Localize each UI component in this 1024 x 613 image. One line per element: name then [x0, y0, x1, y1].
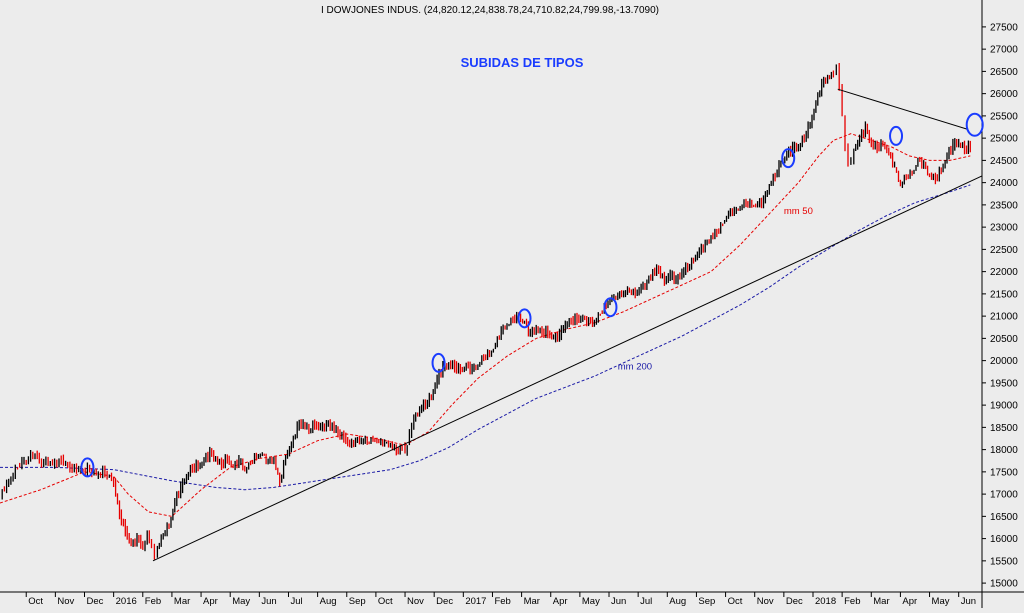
y-tick-label: 24000 [990, 178, 1018, 189]
y-tick-label: 26000 [990, 89, 1018, 100]
y-tick-label: 25000 [990, 134, 1018, 145]
x-tick-label: Dec [436, 596, 453, 607]
x-tick-label: Feb [494, 596, 510, 607]
y-tick-label: 20500 [990, 334, 1018, 345]
chart-labels: mm 50 mm 200 [618, 206, 813, 373]
series-lines [0, 133, 971, 517]
x-tick-label: Sep [698, 596, 715, 607]
rate-hike-circle [965, 112, 984, 137]
x-tick-label: Oct [728, 596, 743, 607]
rate-hike-circle [889, 125, 904, 146]
x-tick-label: Sep [349, 596, 366, 607]
x-tick-label: Feb [145, 596, 161, 607]
x-tick-label: May [932, 596, 950, 607]
y-tick-label: 21000 [990, 312, 1018, 323]
rate-hike-circle [80, 457, 95, 478]
y-tick-label: 16500 [990, 512, 1018, 523]
x-tick-label: Oct [378, 596, 393, 607]
x-tick-label: Aug [320, 596, 337, 607]
y-tick-label: 27500 [990, 22, 1018, 33]
x-tick-label: Nov [57, 596, 74, 607]
y-tick-label: 18500 [990, 423, 1018, 434]
y-tick-label: 17000 [990, 490, 1018, 501]
rate-hike-circle [781, 148, 796, 169]
x-tick-label: Jun [611, 596, 626, 607]
annotation-title: SUBIDAS DE TIPOS [461, 55, 584, 70]
x-tick-label: Jun [261, 596, 276, 607]
quote-header: I DOWJONES INDUS. (24,820.12,24,838.78,2… [321, 5, 659, 16]
trendline [152, 175, 983, 562]
y-tick-label: 22000 [990, 267, 1018, 278]
x-tick-label: Mar [873, 596, 889, 607]
tick-marks: 15000 15500 16000 16500 17000 17500 18000 18500… [25, 22, 1018, 607]
x-tick-label: Jun [961, 596, 976, 607]
x-tick-label: Dec [786, 596, 803, 607]
x-tick-label: Mar [524, 596, 540, 607]
price-candles [1, 63, 971, 560]
y-tick-label: 26500 [990, 67, 1018, 78]
y-tick-label: 17500 [990, 467, 1018, 478]
x-tick-label: May [582, 596, 600, 607]
x-tick-label: Mar [174, 596, 190, 607]
rate-hike-circle [517, 308, 532, 329]
y-tick-label: 18000 [990, 445, 1018, 456]
x-tick-label: Apr [902, 596, 917, 607]
y-tick-label: 19500 [990, 378, 1018, 389]
y-tick-label: 24500 [990, 156, 1018, 167]
y-tick-label: 16000 [990, 534, 1018, 545]
y-tick-label: 25500 [990, 111, 1018, 122]
series-annotation: mm 200 [618, 362, 652, 373]
x-tick-label: 2017 [465, 596, 486, 607]
x-tick-label: 2018 [815, 596, 836, 607]
x-tick-label: Feb [844, 596, 860, 607]
y-tick-label: 23500 [990, 200, 1018, 211]
x-tick-label: Nov [757, 596, 774, 607]
x-tick-label: 2016 [116, 596, 137, 607]
y-tick-label: 23000 [990, 223, 1018, 234]
x-tick-label: Apr [553, 596, 568, 607]
x-tick-label: Dec [87, 596, 104, 607]
x-tick-label: Nov [407, 596, 424, 607]
x-tick-label: Apr [203, 596, 218, 607]
rate-hike-circles [80, 112, 984, 478]
rate-hike-circle [603, 297, 618, 318]
x-tick-label: Jul [290, 596, 302, 607]
mm200-line [0, 184, 971, 491]
x-tick-label: May [232, 596, 250, 607]
series-annotation: mm 50 [784, 206, 813, 217]
y-tick-label: 19000 [990, 401, 1018, 412]
y-tick-label: 27000 [990, 45, 1018, 56]
x-tick-label: Aug [669, 596, 686, 607]
rate-hike-circle [431, 352, 446, 373]
x-tick-label: Jul [640, 596, 652, 607]
x-tick-label: Oct [28, 596, 43, 607]
trendlines [152, 88, 983, 562]
y-tick-label: 20000 [990, 356, 1018, 367]
trendline [837, 88, 968, 130]
y-tick-label: 22500 [990, 245, 1018, 256]
y-tick-label: 15500 [990, 556, 1018, 567]
y-tick-label: 21500 [990, 289, 1018, 300]
y-tick-label: 15000 [990, 579, 1018, 590]
